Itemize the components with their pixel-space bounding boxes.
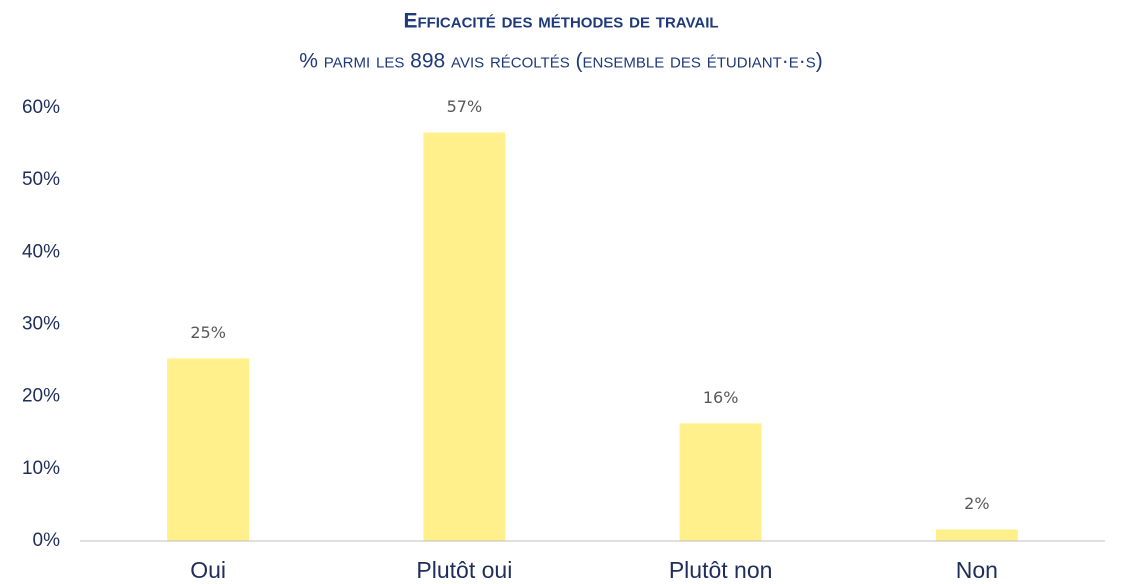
y-tick-label: 40% <box>22 241 60 262</box>
x-tick-label: Plutôt oui <box>416 557 512 583</box>
y-tick-label: 50% <box>22 169 60 190</box>
bar <box>679 423 762 541</box>
x-tick-label: Non <box>956 557 998 583</box>
bar <box>423 132 506 541</box>
x-tick-label: Oui <box>190 557 226 583</box>
y-tick-label: 60% <box>22 97 60 118</box>
y-tick-label: 10% <box>22 458 60 479</box>
chart-title: Efficacité des méthodes de travail <box>403 10 718 33</box>
value-label: 57% <box>447 97 483 116</box>
bar <box>935 529 1018 541</box>
y-tick-label: 0% <box>33 530 61 551</box>
value-label: 2% <box>964 494 989 513</box>
value-label: 16% <box>703 388 739 407</box>
chart-subtitle: % parmi les 898 avis récoltés (ensemble … <box>299 50 822 73</box>
y-tick-label: 30% <box>22 314 60 335</box>
y-tick-label: 20% <box>22 386 60 407</box>
bar <box>167 358 250 541</box>
value-label: 25% <box>190 323 226 342</box>
x-tick-label: Plutôt non <box>669 557 773 583</box>
